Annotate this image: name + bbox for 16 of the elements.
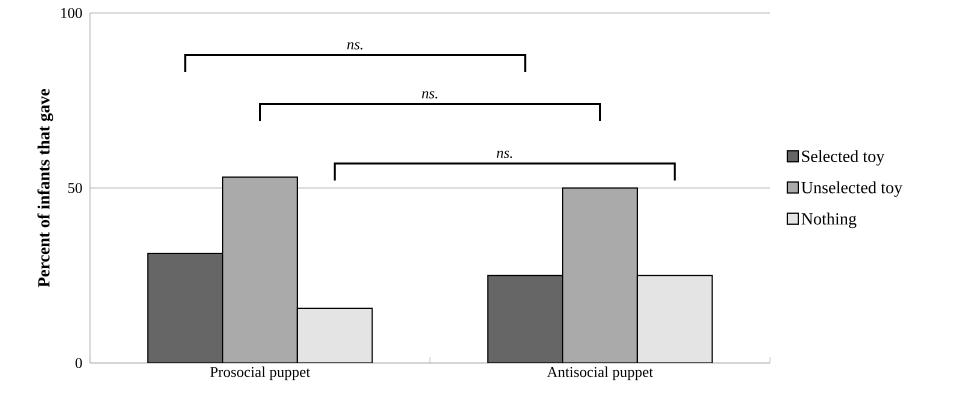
y-tick-label: 50	[68, 182, 82, 194]
bar	[296, 308, 373, 363]
bar	[147, 252, 224, 363]
y-tick-label: 0	[76, 358, 82, 368]
legend-label: Nothing	[801, 212, 856, 228]
bar	[636, 274, 713, 363]
annotation: ns.	[347, 42, 362, 50]
bar	[487, 274, 564, 363]
legend-label: Selected toy	[802, 150, 884, 166]
x-tick-label: Antisocial puppet	[547, 366, 654, 380]
legend-label: Unselected toy	[801, 181, 902, 197]
y-tick-label: 100	[61, 8, 82, 18]
annotation: ns.	[496, 150, 512, 158]
y-axis-title: Percent of infants that gave	[37, 88, 54, 288]
annotation: ns.	[422, 91, 438, 98]
x-tick-label: Prosocial puppet	[210, 366, 310, 380]
